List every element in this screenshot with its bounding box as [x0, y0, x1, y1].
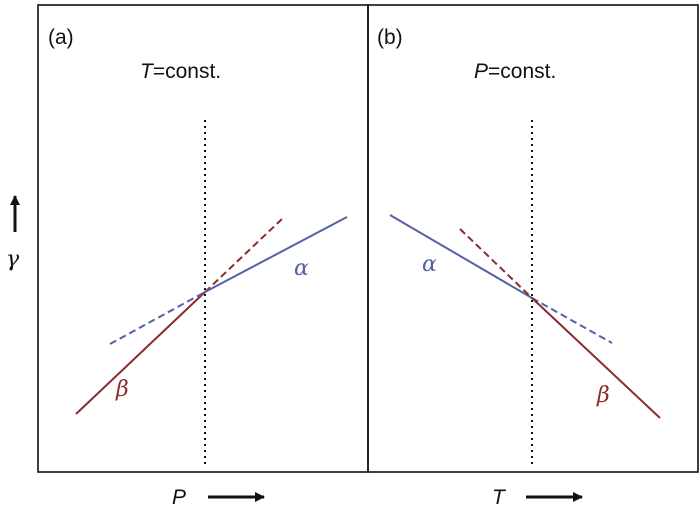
panel-b-frame: [367, 4, 699, 473]
panel-a-beta-solid: [75, 291, 206, 415]
panel-a-alpha-solid: [204, 216, 348, 293]
panel-a-condition-rest: =const.: [153, 60, 221, 83]
panel-b-x-axis-label: T: [492, 486, 507, 509]
panel-b-beta-solid: [531, 297, 661, 419]
panel-b-tag: (b): [377, 26, 403, 49]
panel-a-condition-var: T: [140, 60, 155, 83]
panel-a-beta-dashed: [204, 218, 283, 293]
panel-b-alpha-label: α: [422, 252, 437, 277]
panel-a-beta-label: β: [115, 377, 129, 402]
panel-b-beta-label: β: [596, 383, 610, 408]
panel-b-beta-dashed: [459, 228, 533, 299]
panel-b-condition: P=const.: [474, 60, 556, 83]
panel-b-condition-rest: =const.: [488, 60, 556, 83]
panel-a-alpha-dashed: [109, 291, 206, 345]
panel-a-x-axis-label: P: [172, 486, 186, 509]
panel-b-alpha-dashed: [531, 297, 613, 344]
y-axis-label: γ: [6, 247, 20, 272]
panel-b-condition-var: P: [474, 60, 488, 83]
panel-a-alpha-label: α: [294, 256, 309, 281]
panel-a-tag: (a): [48, 26, 74, 49]
panel-b-alpha-solid: [389, 214, 533, 299]
panel-a-condition: T=const.: [140, 60, 221, 83]
